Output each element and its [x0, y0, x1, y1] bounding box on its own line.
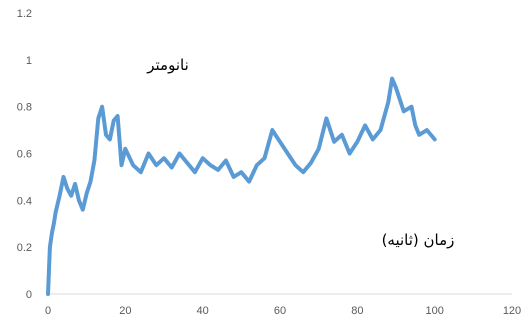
y-tick-label-3: 0.6 — [17, 149, 32, 161]
y-unit-annotation: نانومتر — [146, 56, 189, 74]
y-tick-label-0: 0 — [26, 289, 32, 301]
x-unit-annotation: زمان (ثانیه) — [382, 231, 455, 249]
x-tick-label-0: 0 — [45, 305, 51, 317]
x-tick-label-4: 80 — [351, 305, 363, 317]
y-axis-tick-labels: 0 0.2 0.4 0.6 0.8 1 1.2 — [17, 8, 32, 301]
y-tick-label-2: 0.4 — [17, 195, 32, 207]
x-tick-label-6: 120 — [503, 305, 521, 317]
x-tick-label-5: 100 — [425, 305, 443, 317]
x-axis-tick-labels: 0 20 40 60 80 100 120 — [45, 305, 521, 317]
x-tick-label-3: 60 — [274, 305, 286, 317]
y-tick-label-4: 0.8 — [17, 102, 32, 114]
series-line — [46, 76, 437, 296]
x-tick-label-2: 40 — [197, 305, 209, 317]
y-tick-label-5: 1 — [26, 55, 32, 67]
y-tick-label-1: 0.2 — [17, 242, 32, 254]
x-tick-label-1: 20 — [119, 305, 131, 317]
y-tick-label-6: 1.2 — [17, 8, 32, 20]
